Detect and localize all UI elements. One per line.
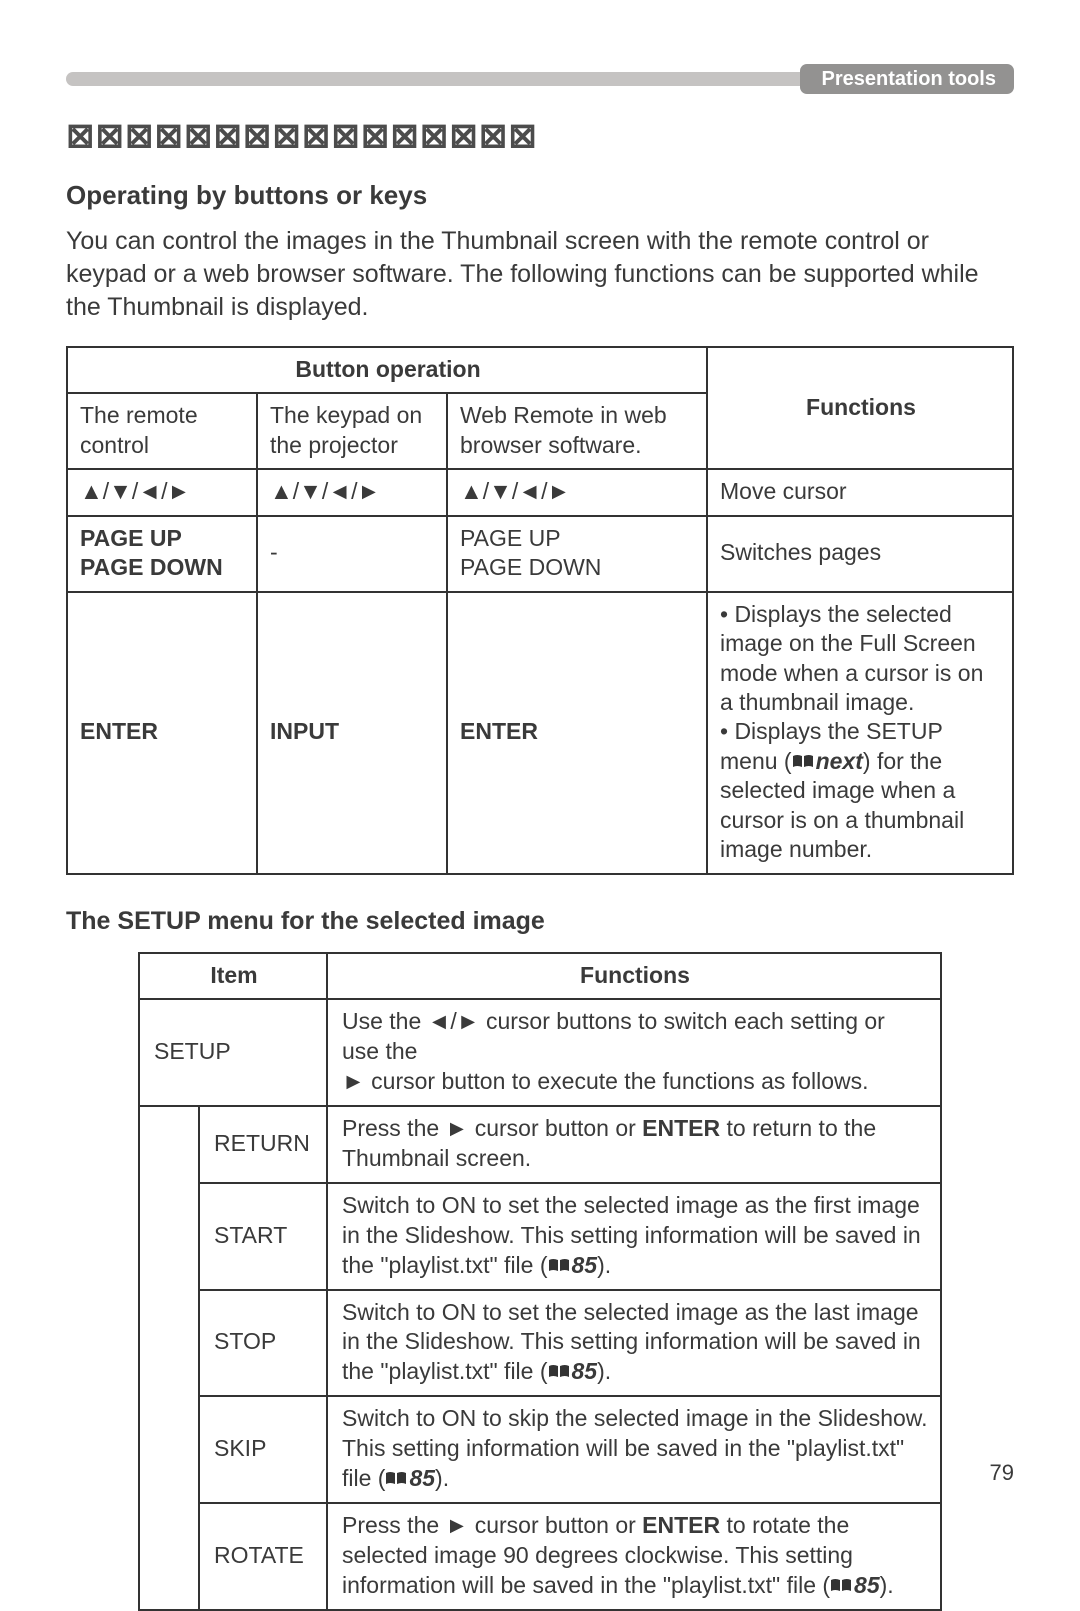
text: ). [597,1252,611,1278]
book-icon [548,1363,570,1379]
text: Switch to ON to set the selected image a… [342,1299,921,1385]
enter-func-line1: • Displays the selected image on the Ful… [720,601,983,715]
cell-enter-keypad: INPUT [257,592,447,874]
page-number: 79 [990,1460,1014,1486]
cell-rotate-func: Press the ► cursor button or ENTER to ro… [327,1503,941,1610]
table-row: STOP Switch to ON to set the selected im… [139,1290,941,1397]
text: cursor button or [468,1512,642,1538]
table-row: Item Functions [139,953,941,1000]
th-functions-2: Functions [327,953,941,1000]
table-row: ROTATE Press the ► cursor button or ENTE… [139,1503,941,1610]
book-icon [830,1577,852,1593]
setup-menu-heading: The SETUP menu for the selected image [66,907,1014,936]
enter-label: ENTER [642,1115,720,1141]
ref-text: 85 [854,1571,880,1601]
text: Press the [342,1115,446,1141]
cell-stop-func: Switch to ON to set the selected image a… [327,1290,941,1397]
button-operation-table: Button operation Functions The remote co… [66,346,1014,875]
cell-start-func: Switch to ON to set the selected image a… [327,1183,941,1290]
header-bar: Presentation tools [66,64,1014,94]
cell-switches-pages: Switches pages [707,516,1013,592]
table-row: ▲/▼/◄/► ▲/▼/◄/► ▲/▼/◄/► Move cursor [67,469,1013,515]
page-ref-85: 85 [548,1251,598,1281]
right-arrow-icon: ► [446,1512,469,1538]
cell-arrows-keypad: ▲/▼/◄/► [257,469,447,515]
intro-paragraph: You can control the images in the Thumbn… [66,225,1014,324]
cell-arrows-remote: ▲/▼/◄/► [67,469,257,515]
section-title-placeholder: ⊠⊠⊠⊠⊠⊠⊠⊠⊠⊠⊠⊠⊠⊠⊠⊠ [66,116,1014,156]
th-remote: The remote control [67,393,257,469]
cell-page-web: PAGE UP PAGE DOWN [447,516,707,592]
th-button-operation: Button operation [67,347,707,393]
th-keypad: The keypad on the projector [257,393,447,469]
enter-label: ENTER [642,1512,720,1538]
cell-start-item: START [199,1183,327,1290]
ref-text: 85 [572,1357,598,1387]
th-web: Web Remote in web browser software. [447,393,707,469]
left-right-arrow-icon: ◄/► [428,1008,480,1034]
text: ). [880,1572,894,1598]
book-icon [385,1470,407,1486]
book-icon [548,1257,570,1273]
cell-enter-web: ENTER [447,592,707,874]
cell-move-cursor: Move cursor [707,469,1013,515]
page-ref-85: 85 [385,1464,435,1494]
text: ). [435,1465,449,1491]
cell-setup-func: Use the ◄/► cursor buttons to switch eac… [327,999,941,1106]
cell-return-func: Press the ► cursor button or ENTER to re… [327,1106,941,1183]
right-arrow-icon: ► [342,1068,365,1094]
text: Press the [342,1512,446,1538]
cell-return-item: RETURN [199,1106,327,1183]
document-page: Presentation tools ⊠⊠⊠⊠⊠⊠⊠⊠⊠⊠⊠⊠⊠⊠⊠⊠ Oper… [0,0,1080,1526]
cell-enter-remote: ENTER [67,592,257,874]
table-row: START Switch to ON to set the selected i… [139,1183,941,1290]
text: cursor button or [468,1115,642,1141]
cell-skip-func: Switch to ON to skip the selected image … [327,1396,941,1503]
table-row: SKIP Switch to ON to skip the selected i… [139,1396,941,1503]
table-row: ENTER INPUT ENTER • Displays the selecte… [67,592,1013,874]
cell-arrows-web: ▲/▼/◄/► [447,469,707,515]
cell-setup-indent [139,1106,199,1609]
cell-stop-item: STOP [199,1290,327,1397]
setup-menu-table: Item Functions SETUP Use the ◄/► cursor … [138,952,942,1611]
cell-setup-item: SETUP [139,999,327,1106]
cell-page-keypad: - [257,516,447,592]
header-tab-label: Presentation tools [800,64,1014,94]
text: Use the [342,1008,428,1034]
text: ). [597,1358,611,1384]
page-ref-85: 85 [830,1571,880,1601]
text: Switch to ON to set the selected image a… [342,1192,921,1278]
table-row: RETURN Press the ► cursor button or ENTE… [139,1106,941,1183]
ref-text-next: next [816,747,863,776]
ref-text: 85 [409,1464,435,1494]
page-ref-next: next [792,747,863,776]
page-ref-85: 85 [548,1357,598,1387]
cell-skip-item: SKIP [199,1396,327,1503]
table-row: Button operation Functions [67,347,1013,393]
ref-text: 85 [572,1251,598,1281]
cell-enter-functions: • Displays the selected image on the Ful… [707,592,1013,874]
th-item: Item [139,953,327,1000]
table-row: PAGE UP PAGE DOWN - PAGE UP PAGE DOWN Sw… [67,516,1013,592]
table-row: SETUP Use the ◄/► cursor buttons to swit… [139,999,941,1106]
cell-rotate-item: ROTATE [199,1503,327,1610]
cell-page-remote: PAGE UP PAGE DOWN [67,516,257,592]
subheading-operating: Operating by buttons or keys [66,180,1014,211]
text: cursor button to execute the functions a… [365,1068,869,1094]
right-arrow-icon: ► [446,1115,469,1141]
th-functions: Functions [707,347,1013,469]
book-icon [792,753,814,769]
